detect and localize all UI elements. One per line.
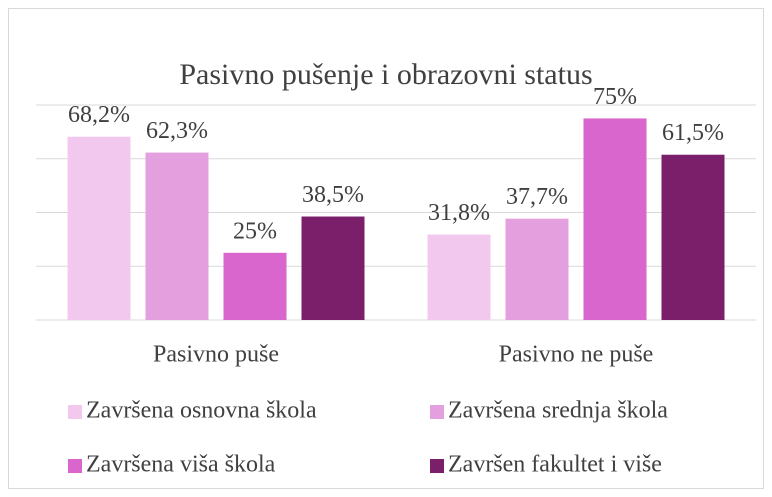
legend-label: Završena viša škola: [86, 452, 276, 478]
bar: [301, 216, 365, 320]
legend-label: Završena osnovna škola: [86, 398, 317, 424]
data-label: 75%: [593, 84, 637, 110]
data-label: 68,2%: [68, 102, 130, 128]
data-label: 25%: [233, 218, 277, 244]
legend-swatch: [68, 459, 82, 473]
data-label: 31,8%: [428, 200, 490, 226]
legend-swatch: [430, 459, 444, 473]
legend-label: Završena srednja škola: [448, 398, 668, 424]
x-tick-label: Pasivno ne puše: [499, 342, 654, 368]
data-label: 37,7%: [506, 184, 568, 210]
x-tick-label: Pasivno puše: [153, 342, 279, 368]
bar: [67, 136, 131, 320]
data-label: 62,3%: [146, 118, 208, 144]
data-label: 61,5%: [662, 120, 724, 146]
bar: [223, 252, 287, 320]
bar: [427, 234, 491, 320]
bar: [661, 154, 725, 320]
bar: [505, 218, 569, 320]
chart-title: Pasivno pušenje i obrazovni status: [179, 58, 592, 91]
data-label: 38,5%: [302, 182, 364, 208]
legend-swatch: [430, 405, 444, 419]
legend-label: Završen fakultet i više: [448, 452, 662, 478]
bar: [145, 152, 209, 320]
legend-swatch: [68, 405, 82, 419]
bar: [583, 118, 647, 320]
